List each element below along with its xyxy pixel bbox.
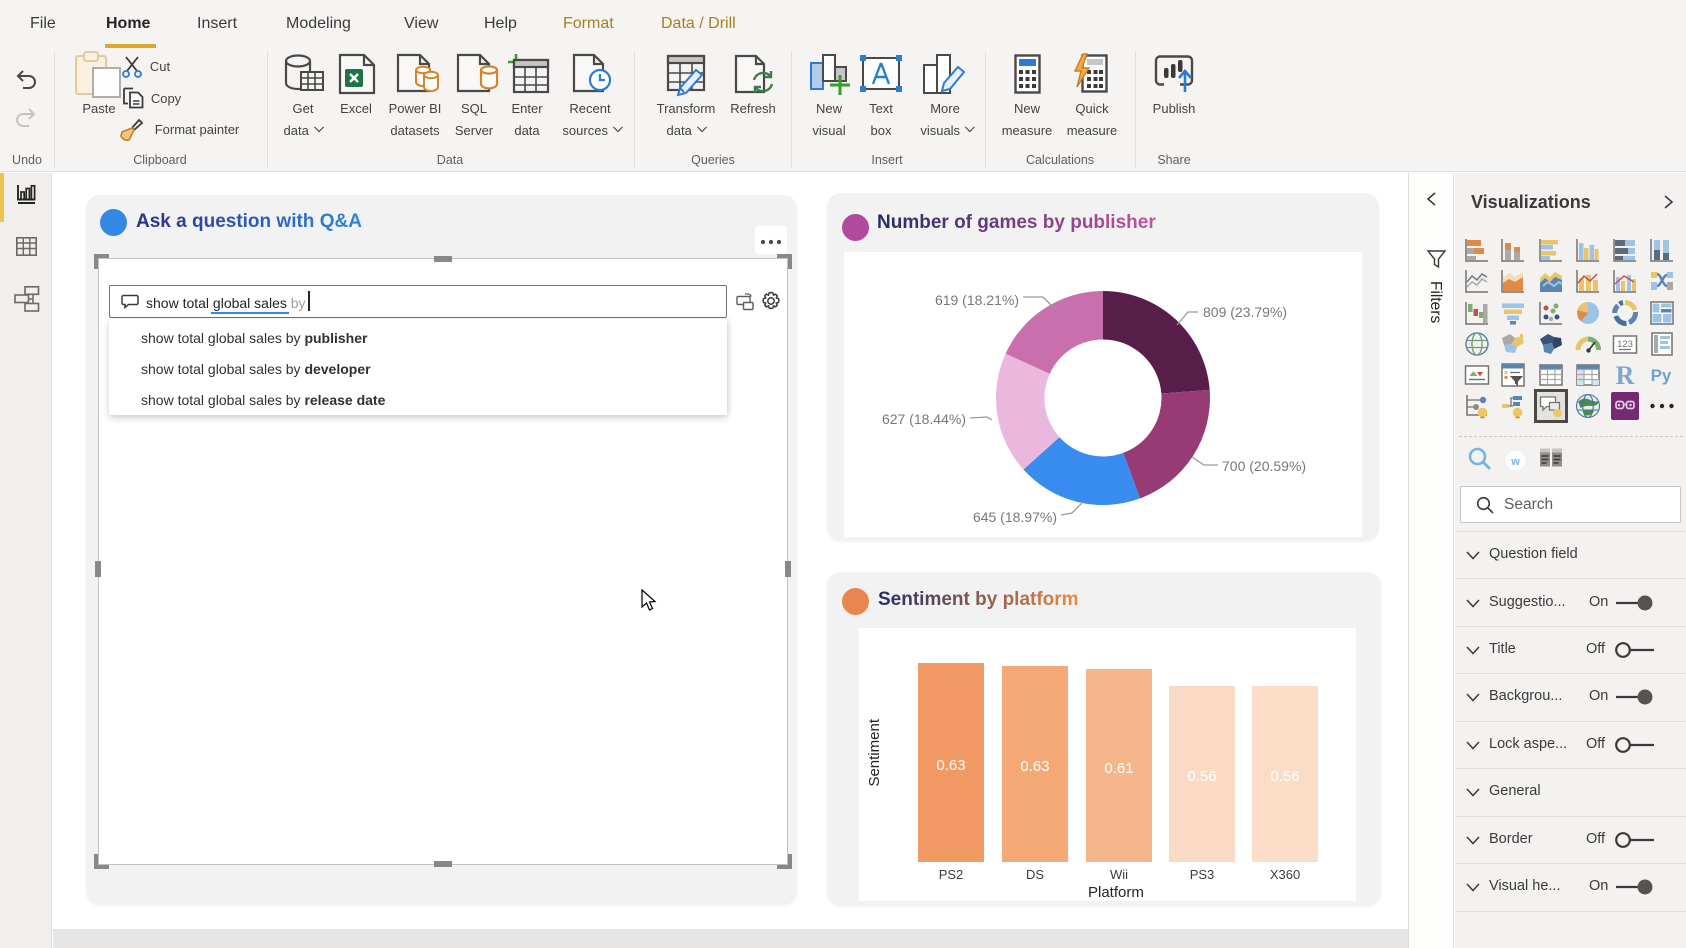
svg-text:Py: Py: [1651, 366, 1672, 385]
svg-text:w: w: [1510, 456, 1520, 468]
svg-text:R: R: [1616, 361, 1635, 390]
svg-text:123: 123: [1617, 339, 1633, 350]
